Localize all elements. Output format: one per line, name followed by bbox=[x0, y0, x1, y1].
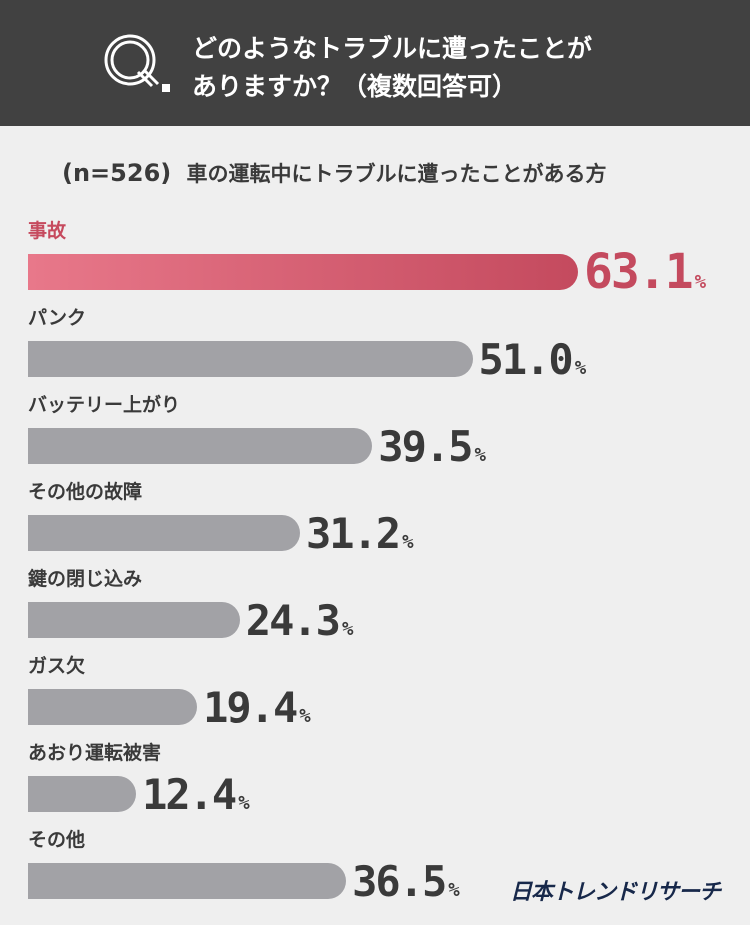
value-label: 19.4% bbox=[203, 687, 311, 729]
percent-sign: % bbox=[574, 357, 587, 379]
q-letter-icon bbox=[104, 34, 170, 92]
bar bbox=[28, 602, 240, 638]
category-label: その他 bbox=[28, 829, 86, 851]
percent-sign: % bbox=[299, 705, 311, 727]
value-label: 24.3% bbox=[246, 600, 354, 642]
percent-sign: % bbox=[694, 271, 707, 293]
bar bbox=[28, 428, 373, 464]
value-label: 31.2% bbox=[306, 513, 414, 555]
percent-sign: % bbox=[474, 444, 486, 466]
percent-sign: % bbox=[448, 879, 460, 901]
bar bbox=[28, 515, 300, 551]
category-label: パンク bbox=[28, 307, 86, 329]
category-label: あおり運転被害 bbox=[28, 742, 162, 764]
value-number: 63.1 bbox=[584, 244, 694, 300]
value-number: 51.0 bbox=[478, 335, 574, 384]
question-line: どのようなトラブルに遭ったことが bbox=[192, 34, 593, 63]
value-number: 24.3 bbox=[245, 596, 341, 645]
survey-subtitle: (n=526) 車の運転中にトラブルに遭ったことがある方 bbox=[62, 156, 722, 191]
sample-size: (n=526) bbox=[62, 159, 172, 187]
value-number: 19.4 bbox=[203, 683, 298, 732]
bar bbox=[28, 254, 578, 290]
percent-sign: % bbox=[238, 792, 250, 814]
bar bbox=[28, 341, 473, 377]
category-label: 鍵の閉じ込み bbox=[28, 568, 143, 590]
question-line: ありますか？（複数回答可） bbox=[192, 72, 518, 101]
category-label: ガス欠 bbox=[28, 655, 86, 677]
category-label: 事故 bbox=[28, 220, 67, 242]
category-label: その他の故障 bbox=[28, 481, 143, 503]
value-number: 39.5 bbox=[378, 422, 473, 471]
value-number: 36.5 bbox=[352, 857, 447, 906]
brand-logo: 日本トレンドリサーチ bbox=[510, 880, 721, 905]
percent-sign: % bbox=[341, 618, 354, 640]
question-header: どのようなトラブルに遭ったことが ありますか？（複数回答可） bbox=[0, 0, 750, 126]
bar bbox=[28, 689, 198, 725]
value-label: 36.5% bbox=[352, 861, 460, 903]
value-label: 51.0% bbox=[479, 339, 587, 381]
question-text: どのようなトラブルに遭ったことが ありますか？（複数回答可） bbox=[192, 30, 732, 106]
value-number: 12.4 bbox=[142, 770, 237, 819]
value-label: 63.1% bbox=[584, 248, 706, 296]
value-label: 39.5% bbox=[378, 426, 486, 468]
bar bbox=[28, 776, 137, 812]
subtitle-text: 車の運転中にトラブルに遭ったことがある方 bbox=[186, 162, 607, 186]
percent-sign: % bbox=[402, 531, 414, 553]
bar bbox=[28, 863, 347, 899]
value-number: 31.2 bbox=[305, 509, 401, 558]
category-label: バッテリー上がり bbox=[28, 394, 181, 416]
value-label: 12.4% bbox=[142, 774, 250, 816]
